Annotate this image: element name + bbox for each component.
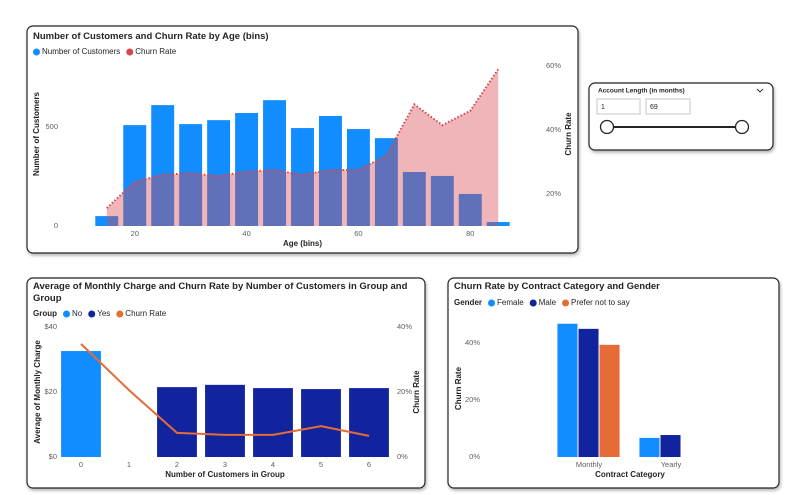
x-tick-label: Yearly bbox=[661, 460, 682, 469]
bar bbox=[374, 138, 398, 226]
bar bbox=[660, 435, 681, 457]
bar bbox=[61, 351, 101, 457]
legend-label: Female bbox=[497, 298, 524, 307]
bar bbox=[599, 344, 620, 457]
bar bbox=[207, 120, 231, 226]
legend-marker bbox=[33, 48, 40, 56]
bar bbox=[235, 113, 259, 226]
y-tick-label: $0 bbox=[49, 452, 57, 461]
bar bbox=[639, 437, 660, 457]
x-tick-label: 3 bbox=[223, 460, 227, 469]
slicer-chevron[interactable] bbox=[756, 88, 764, 93]
legend-label: Prefer not to say bbox=[571, 298, 630, 307]
title-line: Average of Monthly Charge and Churn Rate… bbox=[33, 281, 408, 292]
bar bbox=[578, 328, 599, 457]
y2-tick-label: 60% bbox=[546, 61, 561, 70]
x-tick-label: 4 bbox=[271, 460, 275, 469]
x-tick-label: 20 bbox=[131, 229, 139, 238]
chart-title: Churn Rate by Contract Category and Gend… bbox=[454, 281, 660, 292]
y-tick-label: 40% bbox=[465, 338, 480, 347]
legend-marker bbox=[88, 310, 96, 318]
x-tick-label: 60 bbox=[354, 229, 362, 238]
title-line: Number of Customers and Churn Rate by Ag… bbox=[33, 31, 269, 42]
x-tick-label: 5 bbox=[319, 460, 323, 469]
y-axis-title: Average of Monthly Charge bbox=[33, 340, 42, 444]
chart-title: Number of Customers and Churn Rate by Ag… bbox=[33, 31, 269, 42]
max-value: 69 bbox=[650, 104, 658, 111]
y-tick-label: 20% bbox=[465, 395, 480, 404]
y2-tick-label: 40% bbox=[397, 322, 412, 331]
min-input[interactable] bbox=[596, 98, 641, 115]
legend-label: Churn Rate bbox=[125, 309, 166, 318]
y2-axis-title: Churn Rate bbox=[412, 370, 421, 414]
x-tick-label: 1 bbox=[127, 460, 131, 469]
x-tick-label: 6 bbox=[367, 460, 371, 469]
bar bbox=[263, 100, 287, 226]
y2-tick-label: 20% bbox=[397, 387, 412, 396]
bar bbox=[179, 124, 203, 226]
legend-label: No bbox=[72, 309, 83, 318]
slider-handle[interactable] bbox=[734, 119, 750, 135]
x-tick-label: 40 bbox=[242, 229, 250, 238]
y-tick-label: $40 bbox=[44, 322, 57, 331]
line bbox=[80, 343, 370, 437]
slicer[interactable]: Account Length (in months) 1 69 bbox=[596, 88, 764, 135]
x-axis-title: Contract Category bbox=[595, 470, 665, 479]
y2-tick-label: 20% bbox=[546, 189, 561, 198]
y-tick-label: $20 bbox=[44, 387, 57, 396]
y-axis-title: Churn Rate bbox=[454, 366, 463, 410]
legend-label: Yes bbox=[97, 309, 110, 318]
bar bbox=[402, 171, 426, 226]
bar bbox=[123, 125, 147, 226]
x-axis-title: Age (bins) bbox=[283, 239, 322, 248]
area-fill bbox=[106, 69, 499, 226]
bar bbox=[95, 216, 119, 226]
y-axis-title: Number of Customers bbox=[32, 91, 41, 176]
title-line: Churn Rate by Contract Category and Gend… bbox=[454, 281, 660, 292]
legend-marker bbox=[116, 310, 124, 318]
slicer-title: Account Length (in months) bbox=[598, 88, 685, 95]
chart-title: Average of Monthly Charge and Churn Rate… bbox=[33, 281, 408, 304]
bar bbox=[301, 389, 341, 457]
bar bbox=[157, 387, 197, 457]
legend-marker bbox=[126, 48, 134, 56]
bar bbox=[151, 105, 175, 226]
bar bbox=[318, 115, 342, 226]
bar bbox=[205, 384, 245, 457]
x-axis-title: Number of Customers in Group bbox=[165, 470, 285, 479]
bar bbox=[346, 129, 370, 226]
x-tick-label: 80 bbox=[466, 229, 474, 238]
y-tick-label: 0 bbox=[54, 221, 58, 230]
legend-marker bbox=[63, 310, 70, 318]
x-tick-label: 0 bbox=[79, 460, 83, 469]
y2-axis-title: Churn Rate bbox=[564, 112, 573, 156]
y-tick-label: 0% bbox=[469, 452, 480, 461]
legend-marker bbox=[488, 299, 496, 307]
bar bbox=[430, 175, 454, 226]
bar bbox=[349, 388, 389, 457]
y2-tick-label: 40% bbox=[546, 125, 561, 134]
bar bbox=[557, 323, 578, 457]
title-line: Group bbox=[33, 293, 62, 304]
max-input[interactable] bbox=[645, 98, 691, 115]
bar bbox=[253, 388, 293, 457]
legend-label: Number of Customers bbox=[42, 47, 120, 56]
legend-title: Group bbox=[33, 309, 57, 318]
legend-label: Male bbox=[539, 298, 557, 307]
min-value: 1 bbox=[601, 104, 605, 111]
bar bbox=[458, 193, 482, 226]
y2-tick-label: 0% bbox=[397, 452, 408, 461]
y-tick-label: 500 bbox=[45, 122, 58, 131]
bar bbox=[291, 128, 314, 226]
x-tick-label: Monthly bbox=[576, 460, 603, 469]
legend-marker bbox=[562, 299, 570, 307]
x-tick-label: 2 bbox=[175, 460, 179, 469]
slider-handle[interactable] bbox=[599, 119, 615, 135]
bar bbox=[486, 222, 510, 226]
legend-title: Gender bbox=[454, 298, 482, 307]
legend-label: Churn Rate bbox=[135, 47, 176, 56]
legend-marker bbox=[529, 299, 537, 307]
